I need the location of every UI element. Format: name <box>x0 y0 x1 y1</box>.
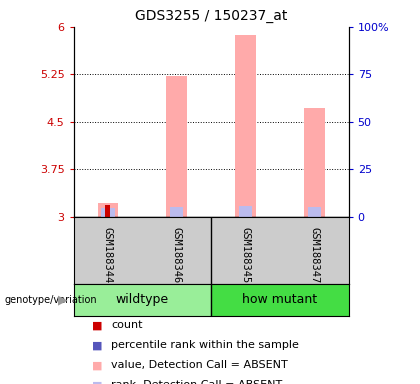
Bar <box>304 108 325 217</box>
Text: GSM188346: GSM188346 <box>172 227 182 283</box>
Text: count: count <box>111 320 143 330</box>
Bar <box>211 284 349 316</box>
Text: GSM188344: GSM188344 <box>103 227 113 283</box>
Text: ■: ■ <box>92 360 103 370</box>
Bar <box>239 206 252 217</box>
Text: GSM188345: GSM188345 <box>240 227 250 283</box>
Text: wildtype: wildtype <box>116 293 169 306</box>
Bar <box>101 208 115 217</box>
Text: ▶: ▶ <box>58 293 68 306</box>
Text: percentile rank within the sample: percentile rank within the sample <box>111 340 299 350</box>
Text: GSM188347: GSM188347 <box>309 227 319 283</box>
Bar <box>105 205 110 217</box>
Text: rank, Detection Call = ABSENT: rank, Detection Call = ABSENT <box>111 380 283 384</box>
Text: how mutant: how mutant <box>242 293 318 306</box>
Text: ■: ■ <box>92 340 103 350</box>
Bar <box>235 35 256 217</box>
Text: ■: ■ <box>92 320 103 330</box>
Bar <box>307 207 321 217</box>
Bar <box>170 207 184 217</box>
Text: genotype/variation: genotype/variation <box>4 295 97 305</box>
Bar <box>166 76 187 217</box>
Title: GDS3255 / 150237_at: GDS3255 / 150237_at <box>135 9 287 23</box>
Bar <box>74 284 211 316</box>
Text: ■: ■ <box>92 380 103 384</box>
Text: value, Detection Call = ABSENT: value, Detection Call = ABSENT <box>111 360 288 370</box>
Bar <box>97 203 118 217</box>
